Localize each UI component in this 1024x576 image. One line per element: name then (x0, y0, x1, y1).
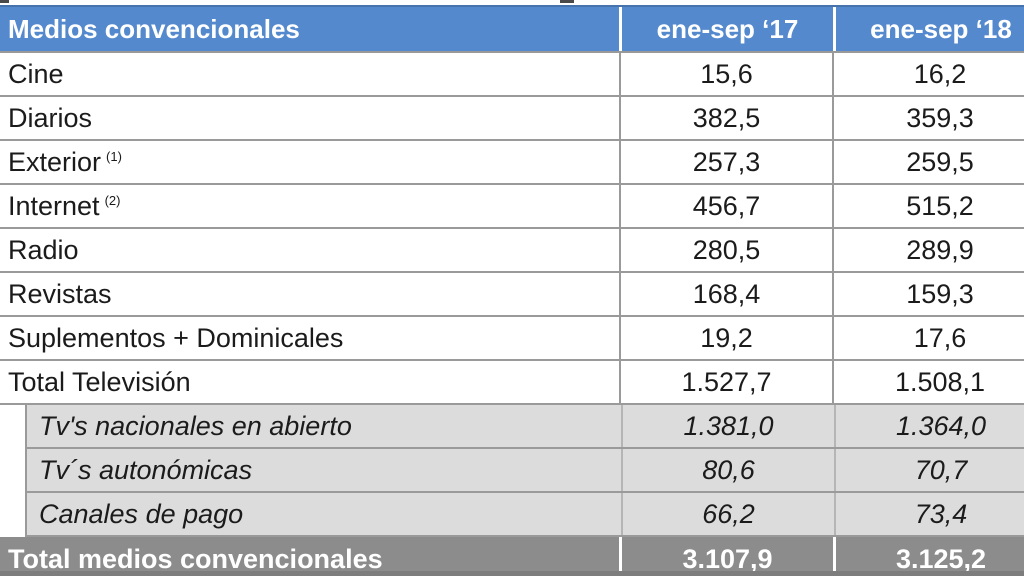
footnote-marker-2: (2) (104, 192, 121, 208)
row-label: Total Televisión (8, 366, 191, 397)
value-2018: 289,9 (832, 229, 1024, 271)
value-2017: 1.527,7 (619, 361, 832, 403)
row-label-text: Internet (8, 190, 100, 221)
table-row: Suplementos + Dominicales 19,2 17,6 (0, 317, 1024, 361)
row-label: Cine (8, 58, 64, 89)
value-2017: 1.381,0 (621, 405, 834, 447)
footnote-marker-1: (1) (106, 148, 122, 164)
value-2018: 359,3 (832, 97, 1024, 139)
value-2018: 259,5 (832, 141, 1024, 183)
table-row: Cine 15,6 16,2 (0, 53, 1024, 97)
row-label: Radio (8, 234, 79, 265)
value-2017: 15,6 (619, 53, 832, 95)
value-2018: 73,4 (834, 493, 1024, 535)
value-2017: 66,2 (621, 493, 834, 535)
value-2018: 159,3 (832, 273, 1024, 315)
row-label: Canales de pago (39, 498, 244, 529)
table-row: Exterior (1) 257,3 259,5 (0, 141, 1024, 185)
table-row: Internet (2) 456,7 515,2 (0, 185, 1024, 229)
row-label: Tv´s autonómicas (39, 454, 253, 485)
row-label: Total medios convencionales (8, 543, 383, 574)
row-label: Revistas (8, 278, 112, 309)
table-row: Revistas 168,4 159,3 (0, 273, 1024, 317)
value-2017: 3.107,9 (619, 537, 833, 576)
row-label: Suplementos + Dominicales (8, 322, 344, 353)
crop-artifact-mid (560, 0, 574, 3)
column-header-2018: ene-sep ‘18 (833, 7, 1024, 51)
crop-artifact-bottom (0, 571, 1024, 576)
value-2017: 168,4 (619, 273, 832, 315)
value-2017: 280,5 (619, 229, 832, 271)
row-label: Internet (2) (0, 191, 619, 222)
table-subrow: Canales de pago 66,2 73,4 (0, 493, 1024, 537)
subrow-box: Tv's nacionales en abierto 1.381,0 1.364… (25, 405, 1024, 449)
value-2017: 80,6 (621, 449, 834, 491)
value-2018: 16,2 (832, 53, 1024, 95)
table-row: Diarios 382,5 359,3 (0, 97, 1024, 141)
value-2017: 382,5 (619, 97, 832, 139)
row-label: Exterior (1) (0, 147, 619, 178)
table-header-row: Medios convencionales ene-sep ‘17 ene-se… (0, 5, 1024, 53)
media-table: Medios convencionales ene-sep ‘17 ene-se… (0, 5, 1024, 576)
value-2018: 515,2 (832, 185, 1024, 227)
row-label: Diarios (8, 102, 93, 133)
table-row-grand-total: Total medios convencionales 3.107,9 3.12… (0, 537, 1024, 576)
value-2018: 17,6 (832, 317, 1024, 359)
value-2018: 1.364,0 (834, 405, 1024, 447)
column-header-2017: ene-sep ‘17 (619, 7, 833, 51)
row-label: Tv's nacionales en abierto (39, 410, 352, 441)
value-2017: 19,2 (619, 317, 832, 359)
table-subrow: Tv´s autonómicas 80,6 70,7 (0, 449, 1024, 493)
value-2017: 257,3 (619, 141, 832, 183)
table-title: Medios convencionales (8, 13, 300, 44)
value-2018: 3.125,2 (833, 537, 1024, 576)
table-row: Radio 280,5 289,9 (0, 229, 1024, 273)
value-2018: 1.508,1 (832, 361, 1024, 403)
table-subrow: Tv's nacionales en abierto 1.381,0 1.364… (0, 405, 1024, 449)
value-2017: 456,7 (619, 185, 832, 227)
row-label-text: Exterior (8, 146, 102, 177)
subrow-box: Canales de pago 66,2 73,4 (25, 493, 1024, 537)
table-row-total-television: Total Televisión 1.527,7 1.508,1 (0, 361, 1024, 405)
value-2018: 70,7 (834, 449, 1024, 491)
subrow-box: Tv´s autonómicas 80,6 70,7 (25, 449, 1024, 493)
crop-artifact-left (0, 0, 9, 3)
